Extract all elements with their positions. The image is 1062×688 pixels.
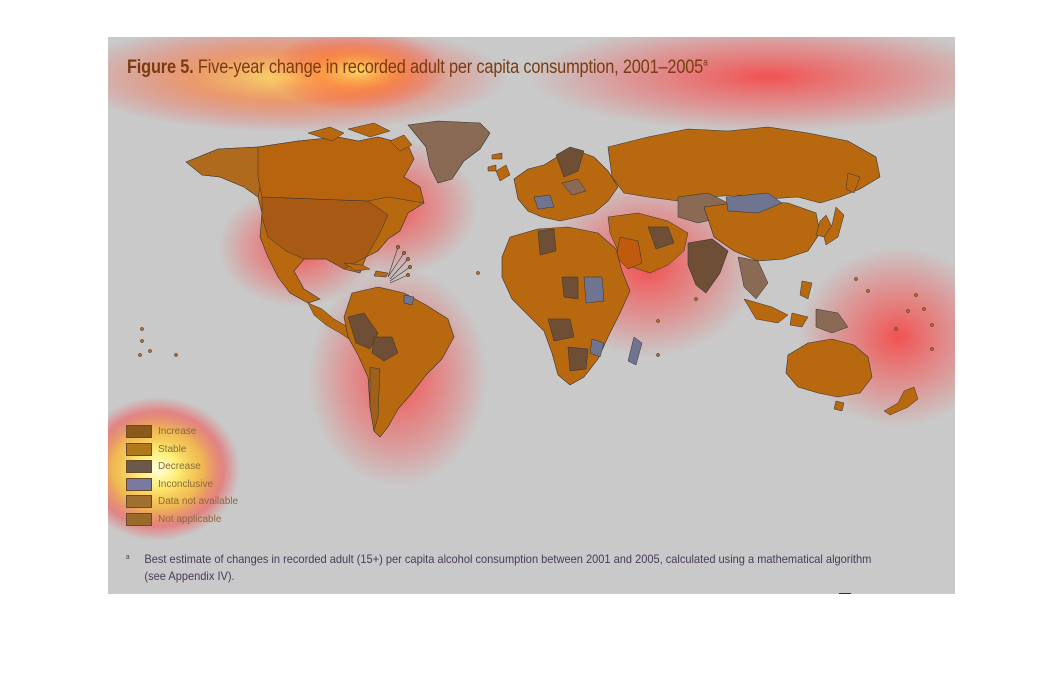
legend-swatch xyxy=(126,512,152,526)
caribbean-callouts xyxy=(387,245,412,284)
new-zealand xyxy=(883,386,919,416)
central-europe xyxy=(561,178,587,196)
world-map xyxy=(108,37,955,594)
southern-africa xyxy=(567,346,589,372)
pacific-islands xyxy=(138,271,934,357)
canada xyxy=(257,136,425,204)
heat-top-right xyxy=(528,37,955,132)
philippines xyxy=(799,280,813,300)
cuba xyxy=(343,262,371,272)
arctic-island xyxy=(307,126,345,142)
figure-title-superscript: a xyxy=(703,57,708,69)
madagascar xyxy=(627,336,643,366)
western-europe xyxy=(533,194,555,210)
southeast-asia xyxy=(737,256,769,300)
arctic-island xyxy=(347,122,391,138)
chad xyxy=(561,276,579,300)
kamchatka xyxy=(845,172,861,194)
sudan xyxy=(583,276,605,304)
alaska xyxy=(185,146,263,198)
scandinavia xyxy=(555,146,585,178)
bolivia xyxy=(371,336,399,362)
iran xyxy=(647,226,675,250)
russia xyxy=(607,126,881,204)
legend-item-stable: Stable xyxy=(126,441,238,459)
map-legend: Increase Stable Decrease Inconclusive Da… xyxy=(126,423,238,528)
chile xyxy=(369,366,381,432)
algeria xyxy=(537,228,557,256)
legend-item-increase: Increase xyxy=(126,423,238,441)
footnote-text: Best estimate of changes in recorded adu… xyxy=(144,552,872,583)
indonesia xyxy=(743,298,789,324)
new-guinea xyxy=(815,308,849,334)
legend-item-not-applicable: Not applicable xyxy=(126,511,238,529)
legend-item-data-not-available: Data not available xyxy=(126,493,238,511)
hispaniola xyxy=(373,270,389,278)
india xyxy=(687,238,729,294)
legend-item-inconclusive: Inconclusive xyxy=(126,476,238,494)
footnote-marker: a xyxy=(126,554,130,561)
legend-label: Data not available xyxy=(158,496,239,508)
legend-label: Stable xyxy=(158,443,187,455)
legend-label: Not applicable xyxy=(158,513,222,525)
japan xyxy=(823,206,845,246)
legend-label: Decrease xyxy=(158,461,201,473)
mongolia xyxy=(725,192,783,214)
tasmania xyxy=(833,400,845,412)
usa xyxy=(261,196,389,270)
guiana xyxy=(403,294,415,306)
ireland xyxy=(487,164,497,172)
legend-label: Inconclusive xyxy=(158,478,214,490)
figure-title-number: Figure 5. xyxy=(127,57,194,78)
legend-item-decrease: Decrease xyxy=(126,458,238,476)
legend-swatch xyxy=(126,495,152,509)
arctic-island xyxy=(389,134,413,152)
uk xyxy=(495,164,511,182)
australia xyxy=(785,338,873,398)
map-figure: Figure 5. Five-year change in recorded a… xyxy=(108,37,955,594)
borneo xyxy=(789,312,809,328)
figure-title-text: Five-year change in recorded adult per c… xyxy=(193,57,704,78)
legend-swatch xyxy=(126,425,152,439)
legend-swatch xyxy=(126,477,152,491)
congo xyxy=(547,318,575,342)
footnote: a Best estimate of changes in recorded a… xyxy=(126,551,876,585)
heat-title-hotspot xyxy=(268,37,448,111)
page-mark xyxy=(839,593,851,594)
legend-swatch xyxy=(126,460,152,474)
legend-label: Increase xyxy=(158,426,197,438)
greenland xyxy=(407,120,491,184)
iceland xyxy=(491,152,503,160)
mozambique xyxy=(589,338,605,358)
figure-title: Figure 5. Five-year change in recorded a… xyxy=(127,57,708,79)
legend-swatch xyxy=(126,442,152,456)
